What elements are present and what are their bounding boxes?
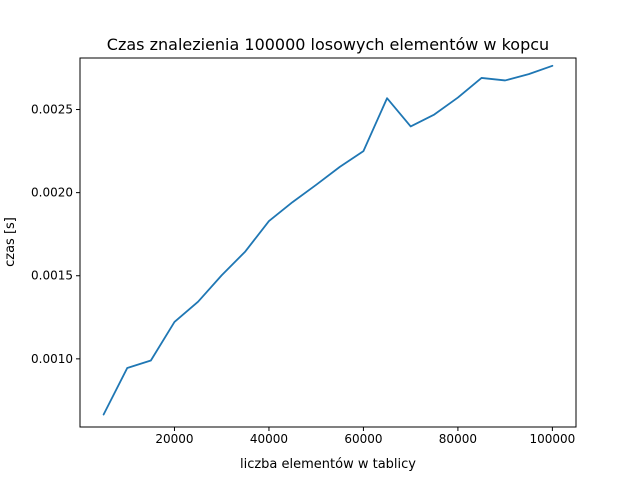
chart-title: Czas znalezienia 100000 losowych element… — [107, 35, 549, 54]
y-tick-label: 0.0015 — [31, 269, 73, 283]
y-tick-label: 0.0025 — [31, 103, 73, 117]
y-tick-label: 0.0020 — [31, 186, 73, 200]
x-tick-label: 40000 — [250, 432, 288, 446]
x-axis-label: liczba elementów w tablicy — [240, 457, 416, 472]
x-tick-label: 100000 — [529, 432, 575, 446]
x-tick-label: 80000 — [439, 432, 477, 446]
y-axis-label: czas [s] — [3, 217, 18, 267]
x-tick-label: 20000 — [155, 432, 193, 446]
y-tick-label: 0.0010 — [31, 352, 73, 366]
x-tick-label: 60000 — [344, 432, 382, 446]
